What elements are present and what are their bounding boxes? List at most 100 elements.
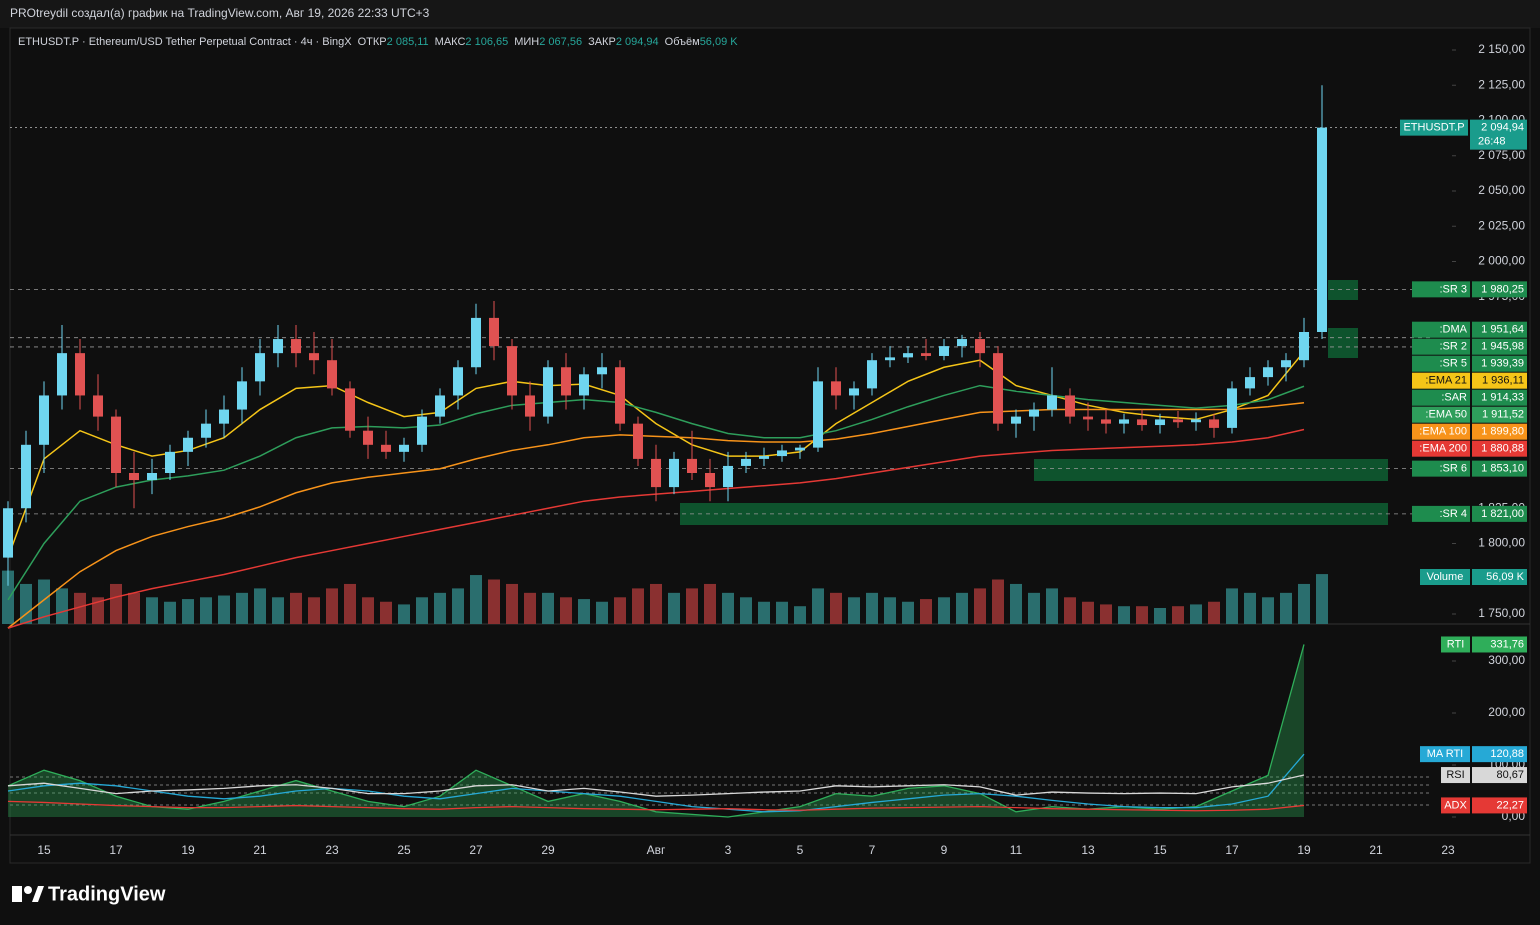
volume-bar [1028, 592, 1040, 624]
x-tick-label: 19 [181, 843, 195, 857]
x-tick-label: 11 [1010, 843, 1023, 857]
tag-value-box [1472, 440, 1527, 457]
candle-body [1281, 360, 1291, 368]
tag-value: 1 821,00 [1481, 508, 1524, 520]
tag-value: 1 911,52 [1482, 409, 1524, 421]
zone [1328, 328, 1358, 358]
osc-tag-value: 22,27 [1496, 799, 1524, 811]
tag-name: :SR 6 [1439, 463, 1467, 475]
osc-tag-value: 331,76 [1490, 638, 1524, 650]
volume-bar [452, 588, 464, 624]
volume-bar [218, 595, 230, 624]
tag-name: :EMA 50 [1425, 409, 1467, 421]
legend-value: 2 067,56 [539, 36, 582, 48]
candle-body [813, 381, 823, 448]
candle-body [1101, 419, 1111, 424]
candle-body [561, 367, 571, 396]
volume-bar [758, 601, 770, 624]
volume-bar [290, 592, 302, 624]
logo-mark [24, 886, 32, 894]
candle-body [1317, 127, 1327, 332]
volume-bar [884, 597, 896, 624]
legend-label: МИН [514, 36, 539, 48]
osc-tag-box [1472, 767, 1527, 784]
tag-value-box [1472, 338, 1527, 355]
osc-tag-value: 80,67 [1496, 769, 1524, 781]
x-tick-label: 7 [869, 843, 876, 857]
candle-body [111, 416, 121, 473]
legend-label: МАКС [435, 36, 466, 48]
volume-bar [380, 601, 392, 624]
candle-body [993, 353, 1003, 424]
osc-tag-value: 120,88 [1490, 748, 1524, 760]
tag-name-box [1412, 406, 1470, 423]
candle-body [129, 473, 139, 481]
volume-bar [398, 604, 410, 624]
zone [1034, 459, 1388, 481]
volume-bar [1046, 588, 1058, 624]
volume-tag-box [1472, 569, 1527, 585]
volume-bar [92, 597, 104, 624]
volume-bar [650, 583, 662, 624]
candle-body [777, 450, 787, 457]
tag-value: 1 880,88 [1481, 443, 1524, 455]
candle-body [363, 430, 373, 445]
volume-bar [740, 597, 752, 624]
volume-bar [812, 588, 824, 624]
tag-value-box [1472, 321, 1527, 338]
volume-bar [344, 583, 356, 624]
volume-bar [146, 597, 158, 624]
tag-value-box [1472, 281, 1527, 298]
volume-bar [56, 588, 68, 624]
ema-line [7, 384, 1305, 601]
legend-row: ETHUSDT.P · Ethereum/USD Tether Perpetua… [18, 36, 738, 48]
volume-bar [686, 588, 698, 624]
candle-body [39, 395, 49, 445]
candle-body [849, 388, 859, 396]
volume-tag-value: 56,09 K [1486, 571, 1525, 583]
legend-value: 2 094,94 [616, 36, 659, 48]
candle-body [1173, 419, 1183, 423]
candle-body [651, 458, 661, 488]
candle-body [669, 458, 679, 488]
candle-body [831, 381, 841, 396]
tag-value: 1 914,33 [1481, 392, 1524, 404]
y-tick-label: 2 125,00 [1478, 77, 1525, 91]
volume-bar [20, 583, 32, 624]
volume-bar [1172, 606, 1184, 624]
osc-tag-name: RTI [1447, 638, 1465, 650]
volume-tag-name: Volume [1427, 571, 1464, 583]
osc-tag-name-box [1441, 797, 1470, 814]
volume-bar [902, 601, 914, 624]
volume-bar [200, 597, 212, 624]
volume-bar [524, 592, 536, 624]
candle-body [489, 317, 499, 347]
volume-bar [164, 601, 176, 624]
volume-bar [1226, 588, 1238, 624]
candle-body [741, 458, 751, 466]
volume-bar [776, 601, 788, 624]
volume-bar [1100, 604, 1112, 624]
candle-body [1245, 377, 1255, 389]
tag-name: :EMA 100 [1419, 426, 1467, 438]
symbol: ETHUSDT.P · Ethereum/USD Tether Perpetua… [18, 36, 352, 48]
logo: TradingView [12, 883, 166, 905]
candle-body [291, 339, 301, 354]
osc-tag-name: MA RTI [1427, 748, 1463, 760]
candle-body [597, 367, 607, 375]
osc-tag-name-box [1441, 636, 1470, 653]
volume-bar [1154, 607, 1166, 624]
volume-bar [704, 583, 716, 624]
logo-mark [12, 886, 22, 902]
candle-body [1029, 409, 1039, 417]
tag-name-box [1412, 372, 1470, 389]
tag-value-box [1472, 423, 1527, 440]
candle-body [471, 317, 481, 368]
volume-bar [74, 592, 86, 624]
y-tick-label: 2 050,00 [1478, 183, 1525, 197]
candle-body [1083, 416, 1093, 420]
candle-body [525, 395, 535, 417]
tag-name: :SR 5 [1439, 358, 1467, 370]
x-tick-label: 23 [325, 843, 339, 857]
